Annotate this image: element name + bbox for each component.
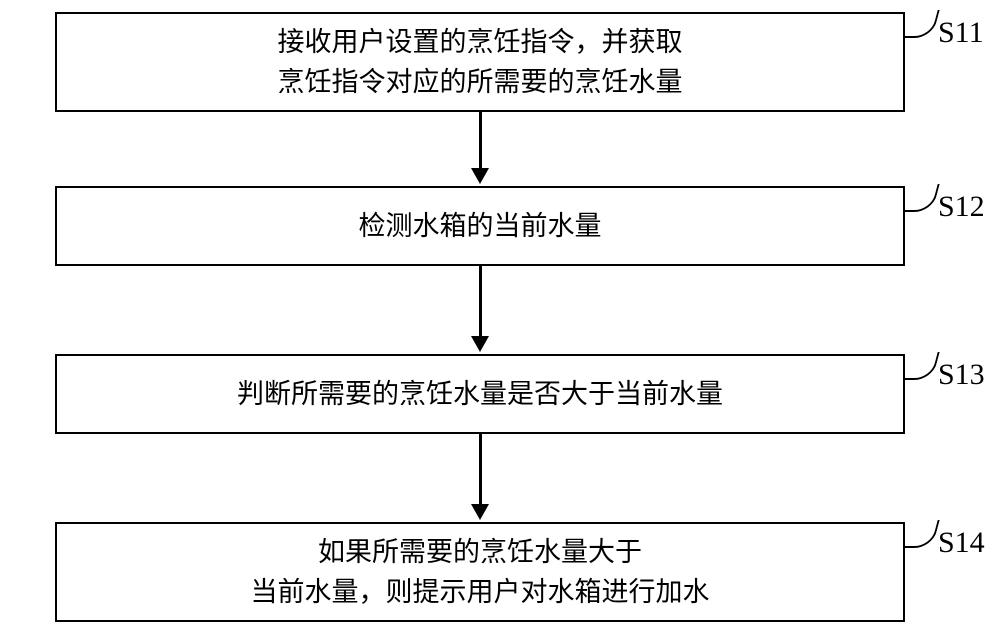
- connector-arrow: [479, 434, 482, 504]
- step-label-s14: S14: [938, 526, 985, 560]
- step-box-s11: 接收用户设置的烹饪指令，并获取 烹饪指令对应的所需要的烹饪水量: [55, 12, 905, 112]
- callout-curve: [902, 184, 940, 212]
- flowchart-canvas: 接收用户设置的烹饪指令，并获取 烹饪指令对应的所需要的烹饪水量 S11 检测水箱…: [0, 0, 1000, 642]
- step-label-s11: S11: [938, 16, 984, 50]
- connector-arrow: [479, 266, 482, 336]
- step-box-s12: 检测水箱的当前水量: [55, 186, 905, 266]
- step-text: 判断所需要的烹饪水量是否大于当前水量: [237, 374, 723, 415]
- callout-curve: [902, 10, 940, 38]
- step-text: 接收用户设置的烹饪指令，并获取 烹饪指令对应的所需要的烹饪水量: [278, 22, 683, 103]
- arrowhead: [471, 336, 489, 352]
- arrowhead: [471, 504, 489, 520]
- arrowhead: [471, 168, 489, 184]
- step-label-s12: S12: [938, 190, 985, 224]
- connector-arrow: [479, 112, 482, 168]
- callout-curve: [902, 520, 940, 548]
- step-text: 如果所需要的烹饪水量大于 当前水量，则提示用户对水箱进行加水: [251, 532, 710, 613]
- step-box-s13: 判断所需要的烹饪水量是否大于当前水量: [55, 354, 905, 434]
- step-text: 检测水箱的当前水量: [359, 206, 602, 247]
- step-label-s13: S13: [938, 358, 985, 392]
- callout-curve: [902, 352, 940, 380]
- step-box-s14: 如果所需要的烹饪水量大于 当前水量，则提示用户对水箱进行加水: [55, 522, 905, 622]
